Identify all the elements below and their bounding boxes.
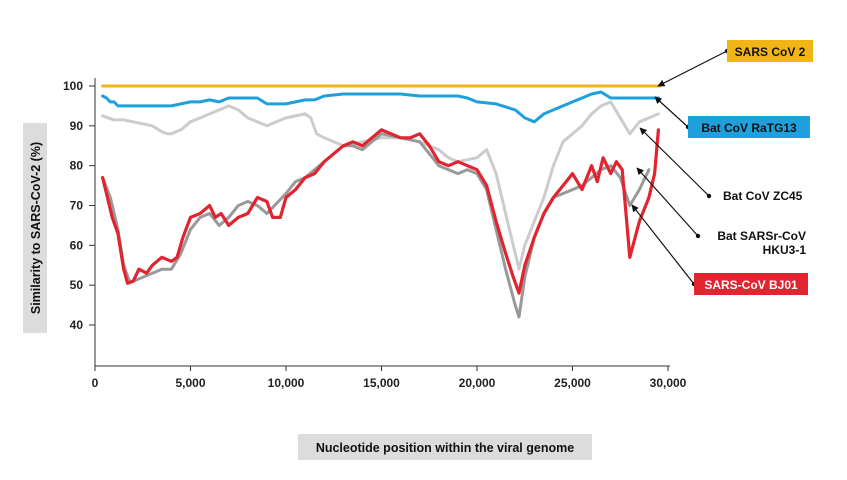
legend-label-box	[688, 116, 810, 138]
legend-dot	[695, 233, 701, 239]
legend-label: Bat CoV RaTG13	[701, 121, 797, 135]
legend-label-box	[727, 40, 813, 62]
legend: SARS CoV 2 Bat CoV RaTG13 Bat CoV ZC45 Bat …	[631, 40, 813, 295]
legend-item-bat-sarsr-cov-hku3-1: Bat SARSr-CoV HKU3-1	[636, 167, 806, 257]
legend-label-line: HKU3-1	[763, 243, 807, 257]
legend-arrow	[657, 50, 728, 87]
y-tick-label: 90	[70, 119, 84, 133]
legend-item-bat-cov-ratg13: Bat CoV RaTG13	[654, 96, 810, 138]
series-line-bat-cov-zc45	[101, 100, 660, 271]
y-axis-title-box	[23, 123, 47, 333]
x-tick-label: 5,000	[175, 376, 205, 390]
x-ticks: 0 5,000 10,000 15,000 20,000 25,000 30,000	[92, 366, 687, 390]
x-tick-label: 25,000	[554, 376, 591, 390]
x-tick-label: 20,000	[459, 376, 496, 390]
y-tick-label: 70	[70, 199, 84, 213]
y-tick-label: 40	[70, 318, 84, 332]
legend-dot	[706, 193, 712, 199]
series-line-bat-sarsr-cov-hku3-1	[101, 132, 651, 319]
legend-label: SARS CoV 2	[735, 45, 806, 59]
y-tick-label: 60	[70, 238, 84, 252]
x-axis-title-box	[298, 434, 592, 460]
x-tick-label: 30,000	[650, 376, 687, 390]
legend-arrow	[636, 167, 699, 237]
legend-label: SARS-CoV BJ01	[704, 278, 798, 292]
x-tick-label: 15,000	[363, 376, 400, 390]
legend-item-sars-cov-bj01: SARS-CoV BJ01	[631, 204, 808, 295]
x-tick-label: 10,000	[268, 376, 305, 390]
legend-label-line: Bat SARSr-CoV	[717, 229, 806, 243]
legend-label: Bat CoV ZC45	[723, 189, 803, 203]
y-tick-label: 80	[70, 159, 84, 173]
x-axis-title-group: Nucleotide position within the viral gen…	[298, 434, 592, 460]
series-line-sars-cov-bj01	[100, 128, 661, 295]
y-tick-label: 50	[70, 278, 84, 292]
legend-item-sars-cov-2: SARS CoV 2	[657, 40, 813, 87]
legend-arrow	[631, 204, 695, 285]
y-axis-title: Similarity to SARS-CoV-2 (%)	[29, 142, 43, 314]
y-tick-label: 100	[63, 79, 83, 93]
legend-label-box	[694, 273, 808, 295]
series-lines	[100, 84, 662, 319]
legend-item-bat-cov-zc45: Bat CoV ZC45	[639, 127, 803, 203]
series-line-bat-cov-ratg13	[101, 90, 660, 124]
y-ticks: 40 50 60 70 80 90 100	[63, 79, 95, 332]
x-axis-title: Nucleotide position within the viral gen…	[316, 441, 574, 455]
legend-label: Bat SARSr-CoV HKU3-1	[717, 229, 806, 257]
legend-arrow	[654, 96, 689, 128]
legend-arrow	[639, 127, 710, 197]
x-tick-label: 0	[92, 376, 99, 390]
y-axis-title-group: Similarity to SARS-CoV-2 (%)	[23, 123, 47, 333]
